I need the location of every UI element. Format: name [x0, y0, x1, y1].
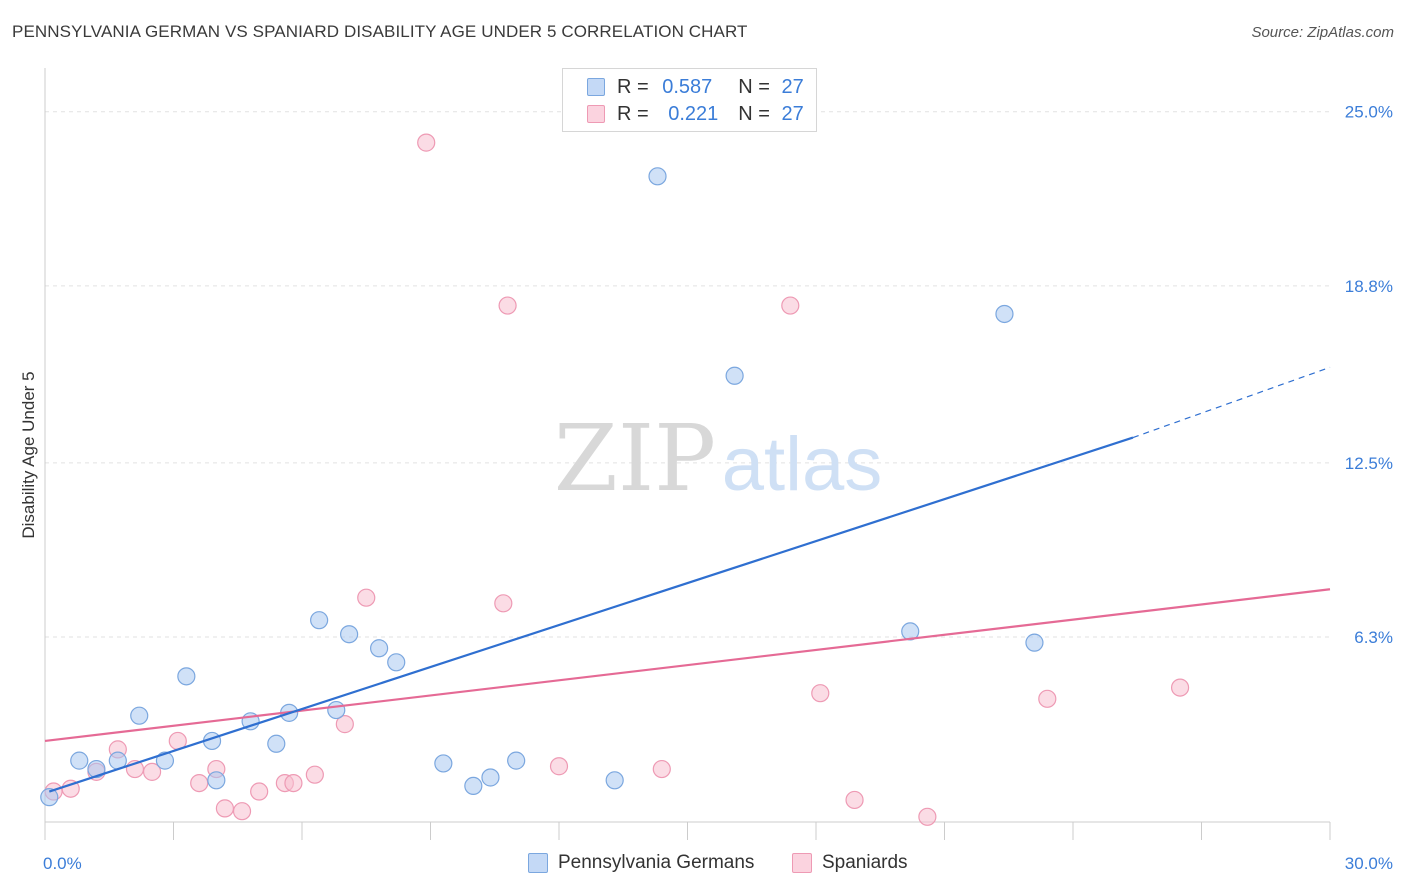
- y-tick-label-2: 18.8%: [1345, 277, 1393, 296]
- spaniards-point-5: [142, 762, 162, 781]
- pennsylvania-germans-point-21: [605, 771, 624, 790]
- spaniards-point-18: [494, 594, 513, 613]
- watermark-atlas: atlas: [722, 422, 883, 507]
- spaniards-point-21: [652, 759, 671, 779]
- legend-r-value: 0.221: [668, 102, 719, 125]
- chart-title: PENNSYLVANIA GERMAN VS SPANIARD DISABILI…: [12, 22, 748, 41]
- axes: [44, 68, 1331, 840]
- spaniards-point-1: [61, 779, 80, 798]
- spaniards-point-26: [1038, 689, 1057, 708]
- pennsylvania-germans-point-4: [130, 706, 149, 725]
- pennsylvania-germans-point-22: [648, 167, 667, 186]
- spaniards-point-7: [190, 773, 209, 793]
- x-tick-label-0: 0.0%: [43, 854, 82, 873]
- pennsylvania-germans-point-14: [340, 625, 359, 644]
- legend-n-label: N =: [738, 102, 770, 125]
- spaniards-point-16: [357, 588, 376, 607]
- y-axis-label: Disability Age Under 5: [19, 371, 38, 538]
- spaniards-point-13: [284, 773, 303, 793]
- chart-source: Source: ZipAtlas.com: [1251, 24, 1394, 41]
- legend-r-label: R =: [617, 75, 649, 98]
- legend-n-value: 27: [781, 75, 804, 98]
- legend-r-value: 0.587: [662, 75, 713, 98]
- legend-swatch-blue: [587, 78, 605, 96]
- watermark: ZIP atlas: [554, 405, 882, 512]
- spaniards-trend-line: [44, 588, 1331, 743]
- bottom-legend-label: Spaniards: [822, 852, 908, 873]
- trend-lines: [44, 366, 1331, 793]
- spaniards-point-25: [918, 807, 937, 826]
- spaniards-point-15: [335, 715, 354, 734]
- spaniards-point-23: [811, 684, 830, 703]
- grid-lines: [45, 111, 1330, 638]
- pennsylvania-germans-point-15: [370, 639, 389, 658]
- spaniards-point-14: [305, 765, 324, 784]
- watermark-zip: ZIP: [554, 405, 716, 512]
- spaniards-point-9: [215, 799, 234, 818]
- bottom-legend-pennsylvania-germans: Pennsylvania Germans: [528, 852, 754, 874]
- pennsylvania-germans-point-6: [177, 667, 196, 686]
- spaniards-point-17: [417, 133, 436, 152]
- pennsylvania-germans-point-0: [40, 788, 59, 807]
- y-tick-label-1: 12.5%: [1345, 454, 1393, 473]
- legend-r-label: R =: [617, 102, 649, 125]
- series-pennsylvania-germans-points: [40, 167, 1044, 807]
- pennsylvania-germans-point-20: [507, 751, 526, 770]
- y-tick-label-3: 25.0%: [1345, 103, 1393, 122]
- pennsylvania-germans-trend-line: [48, 436, 1134, 793]
- pennsylvania-germans-point-5: [155, 751, 175, 770]
- spaniards-point-24: [845, 790, 864, 810]
- bottom-legend-spaniards: Spaniards: [792, 852, 908, 874]
- legend-n-value: 27: [781, 102, 804, 125]
- pennsylvania-germans-point-17: [434, 754, 453, 773]
- pennsylvania-germans-point-12: [310, 611, 329, 630]
- x-tick-label-1: 30.0%: [1345, 854, 1393, 873]
- pennsylvania-germans-point-25: [995, 304, 1014, 324]
- y-tick-label-0: 6.3%: [1354, 628, 1393, 647]
- spaniards-point-11: [250, 782, 269, 801]
- tick-labels: 6.3% 12.5% 18.8% 25.0% 0.0% 30.0%: [43, 103, 1393, 873]
- pennsylvania-germans-point-16: [387, 653, 406, 672]
- bottom-legend-label: Pennsylvania Germans: [558, 852, 755, 873]
- pennsylvania-germans-trend-extension: [1132, 366, 1331, 439]
- legend-row-pennsylvania-germans: R = 0.587 N = 27: [587, 75, 804, 99]
- pennsylvania-germans-point-13: [327, 700, 346, 720]
- spaniards-point-20: [549, 757, 569, 776]
- spaniards-point-22: [781, 296, 800, 315]
- correlation-legend: R = 0.587 N = 27 R = 0.221 N = 27: [562, 68, 817, 132]
- pennsylvania-germans-point-18: [464, 776, 483, 796]
- pennsylvania-germans-point-26: [1025, 633, 1044, 652]
- bottom-legend-swatch-pink: [792, 853, 812, 873]
- spaniards-point-27: [1170, 678, 1190, 697]
- legend-row-spaniards: R = 0.221 N = 27: [587, 102, 804, 126]
- pennsylvania-germans-point-8: [207, 771, 226, 790]
- spaniards-point-10: [232, 802, 252, 821]
- spaniards-point-19: [498, 296, 517, 315]
- pennsylvania-germans-point-2: [87, 759, 106, 779]
- pennsylvania-germans-point-10: [267, 734, 286, 753]
- pennsylvania-germans-point-23: [725, 366, 744, 385]
- pennsylvania-germans-point-19: [481, 768, 500, 787]
- legend-n-label: N =: [738, 75, 770, 98]
- legend-swatch-pink: [587, 105, 605, 123]
- pennsylvania-germans-point-1: [70, 751, 89, 770]
- bottom-legend-swatch-blue: [528, 853, 548, 873]
